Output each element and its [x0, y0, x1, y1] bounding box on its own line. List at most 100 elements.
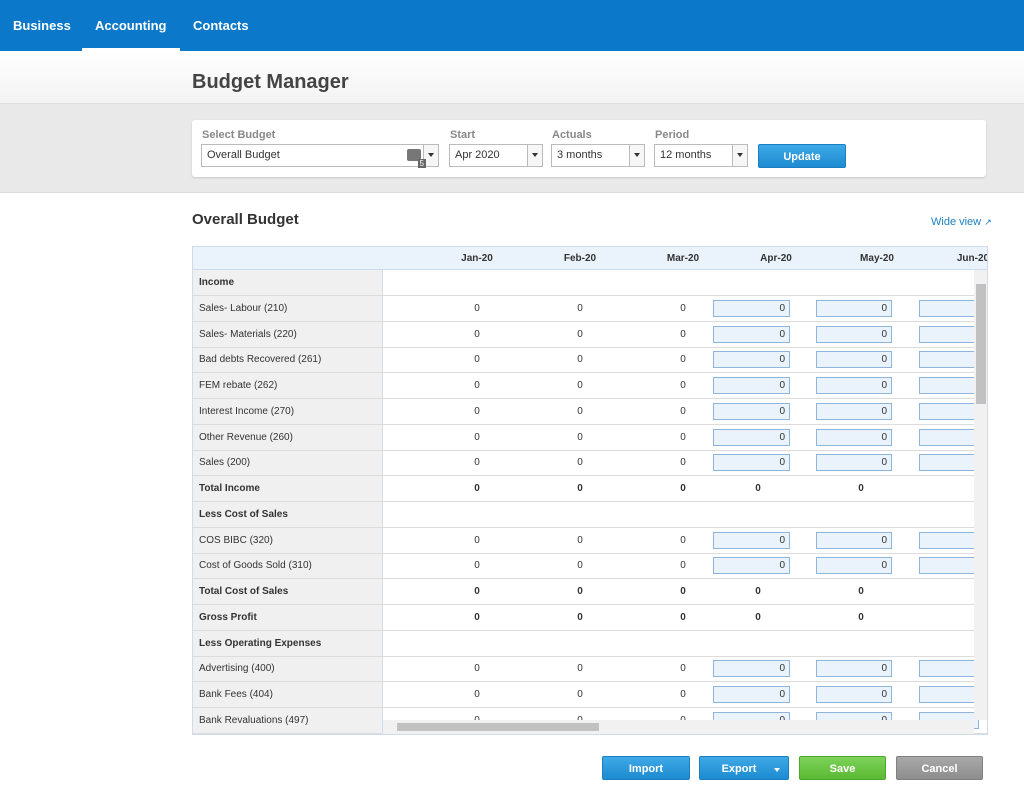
budget-input[interactable]: 0 [713, 660, 790, 678]
row-divider [193, 552, 987, 554]
budget-input[interactable]: 0 [713, 325, 790, 343]
cell-value: 0 [680, 354, 686, 366]
budget-input[interactable] [919, 531, 979, 549]
row-label: Total Income [199, 483, 260, 494]
budget-input[interactable]: 0 [816, 428, 892, 446]
budget-input[interactable]: 0 [713, 402, 790, 420]
cell-value: 0 [474, 534, 480, 546]
row-label: Cost of Goods Sold (310) [199, 560, 312, 572]
dropdown-arrow[interactable] [629, 145, 644, 166]
action-button[interactable]: Save [799, 756, 886, 780]
budget-input[interactable]: 0 [816, 377, 892, 394]
action-button[interactable]: Import [602, 756, 690, 780]
budget-input[interactable] [919, 557, 979, 575]
cell-value: 0 [680, 405, 686, 417]
row-label: Advertising (400) [199, 663, 275, 675]
cell-value: 0 [474, 354, 480, 366]
budget-input[interactable]: 0 [816, 325, 892, 343]
picker-icon [407, 149, 421, 161]
filter-value: Apr 2020 [455, 149, 500, 161]
column-header: Mar-20 [666, 253, 700, 264]
cell-value: 0 [680, 534, 686, 546]
filter-select[interactable]: 12 months [654, 144, 748, 167]
filter-select[interactable]: 3 months [551, 144, 645, 167]
budget-input[interactable] [919, 299, 979, 317]
scroll-thumb[interactable] [976, 284, 986, 404]
budget-input[interactable]: 0 [713, 686, 790, 703]
row-divider [193, 681, 987, 683]
budget-input[interactable]: 0 [816, 660, 892, 678]
row-divider [193, 578, 987, 580]
budget-input[interactable]: 0 [713, 351, 790, 369]
action-button[interactable]: Export [699, 756, 789, 780]
dropdown-arrow[interactable] [732, 145, 747, 166]
cell-value: 0 [577, 483, 583, 494]
row-label: Other Revenue (260) [199, 431, 293, 443]
budget-input[interactable]: 0 [816, 686, 892, 703]
budget-input[interactable]: 0 [713, 531, 790, 549]
cell-value: 0 [577, 611, 583, 623]
column-header: May-20 [860, 253, 894, 264]
budget-input[interactable]: 0 [713, 454, 790, 472]
wide-view-link[interactable]: Wide view ↗ [931, 216, 992, 228]
filter-select[interactable]: Overall Budget 5 [201, 144, 439, 168]
nav-item[interactable]: Accounting [82, 0, 180, 51]
budget-input[interactable]: 0 [816, 402, 892, 420]
cell-value: 0 [680, 380, 686, 391]
budget-input[interactable] [919, 377, 979, 394]
row-label: Gross Profit [199, 611, 257, 623]
cell-value: 0 [474, 611, 480, 623]
cell-value: 0 [577, 405, 583, 417]
cell-value: 0 [474, 405, 480, 417]
dropdown-arrow[interactable] [527, 145, 542, 166]
button-label: Cancel [921, 763, 958, 775]
button-label: Export [721, 763, 757, 775]
budget-input[interactable]: 0 [816, 531, 892, 549]
row-divider [193, 449, 987, 451]
row-label: Interest Income (270) [199, 405, 295, 417]
cell-value: 0 [577, 689, 583, 700]
budget-input[interactable]: 0 [713, 377, 790, 394]
filter-select[interactable]: Apr 2020 [449, 144, 543, 167]
cell-value: 0 [680, 663, 686, 675]
budget-input[interactable] [919, 660, 979, 678]
budget-input[interactable] [919, 402, 979, 420]
scroll-thumb[interactable] [397, 723, 599, 731]
budget-input[interactable]: 0 [816, 557, 892, 575]
row-label: Bad debts Recovered (261) [199, 354, 322, 366]
cell-value: 0 [474, 302, 480, 314]
cell-value: 0 [577, 380, 583, 391]
column-header: Apr-20 [760, 253, 792, 264]
cell-value: 0 [858, 611, 864, 623]
row-label: Bank Fees (404) [199, 689, 273, 700]
cell-value: 0 [577, 354, 583, 366]
cell-value: 0 [680, 586, 686, 597]
budget-input[interactable] [919, 325, 979, 343]
cell-value: 0 [858, 483, 864, 494]
budget-input[interactable]: 0 [816, 351, 892, 369]
budget-input[interactable] [919, 428, 979, 446]
budget-input[interactable]: 0 [713, 428, 790, 446]
budget-input[interactable]: 0 [713, 557, 790, 575]
budget-input[interactable]: 0 [713, 299, 790, 317]
update-button[interactable]: Update [758, 144, 846, 168]
filter-label: Select Budget [202, 129, 276, 141]
cell-value: 0 [680, 431, 686, 443]
budget-input[interactable] [919, 686, 979, 703]
cell-value: 0 [577, 302, 583, 314]
action-button[interactable]: Cancel [896, 756, 983, 780]
cell-value: 0 [577, 328, 583, 340]
budget-input[interactable]: 0 [816, 299, 892, 317]
row-divider [193, 346, 987, 348]
nav-item[interactable]: Business [13, 18, 71, 33]
filter-label: Actuals [552, 129, 592, 141]
budget-input[interactable]: 0 [816, 454, 892, 472]
budget-input[interactable] [919, 351, 979, 369]
dropdown-arrow[interactable] [423, 145, 438, 166]
button-label: Import [628, 763, 664, 775]
cell-value: 0 [755, 611, 761, 623]
row-divider [193, 604, 987, 605]
nav-item[interactable]: Contacts [193, 18, 249, 33]
budget-input[interactable] [919, 454, 979, 472]
